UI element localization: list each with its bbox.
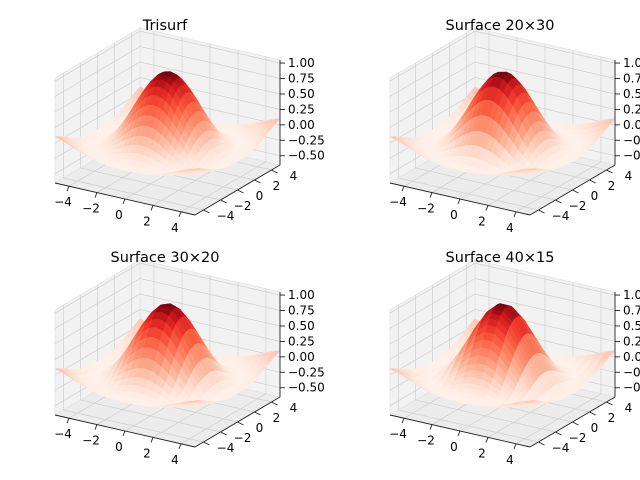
y-tick-label: 4 [290, 169, 298, 183]
x-tick-label: 4 [506, 221, 514, 235]
z-tick-label: 1.00 [288, 288, 315, 302]
surface-face [520, 400, 533, 403]
subplot-title: Surface 20×30 [446, 18, 555, 34]
surface [389, 303, 616, 408]
y-tick-label: 4 [625, 401, 633, 415]
z-tick-label: 0.25 [623, 102, 640, 116]
z-tick-label: 0.50 [623, 87, 640, 101]
subplot-3: −4 −2 0 2 4−4−20241.000.750.500.250.00−0.25−… [53, 250, 325, 467]
y-tick-label: 0 [591, 421, 599, 435]
z-tick-label: 0.75 [623, 72, 640, 86]
subplot-title: Trisurf [142, 18, 188, 34]
x-tick-label: 0 [115, 208, 123, 222]
x-tick-label: 2 [143, 446, 151, 460]
subplot-1: −4 −2 0 2 4−4−20241.000.750.500.250.00−0.25−… [53, 18, 325, 235]
x-tick-label: 0 [115, 440, 123, 454]
z-tick-label: 0.75 [623, 304, 640, 318]
z-tick-label: 0.50 [623, 319, 640, 333]
z-tick-label: 0.75 [288, 72, 315, 86]
z-tick-label: −0.25 [288, 133, 325, 147]
x-tick-label: −4 [389, 195, 407, 209]
subplot-title: Surface 40×15 [446, 250, 555, 266]
subplot-4: −4−2024−4−20241.000.750.500.250.00−0.25−… [388, 250, 640, 467]
surface [54, 303, 281, 408]
subplot-2: −4−2024−4−20241.000.750.500.250.00−0.25−… [388, 18, 640, 235]
x-tick-label: −4 [54, 427, 72, 441]
x-tick-label: 0 [450, 440, 458, 454]
z-tick-label: 1.00 [623, 288, 640, 302]
x-tick-label: −4 [54, 195, 72, 209]
surface [54, 71, 281, 176]
y-tick-label: 4 [625, 169, 633, 183]
subplot-title: Surface 30×20 [111, 250, 220, 266]
y-tick-label: −2 [234, 199, 252, 213]
z-tick-label: −0.25 [623, 365, 640, 379]
x-tick-label: 4 [171, 221, 179, 235]
x-tick-label: 2 [478, 446, 486, 460]
z-tick-label: 1.00 [623, 56, 640, 70]
z-tick-label: 0.00 [623, 118, 640, 132]
z-tick-label: −0.50 [288, 149, 325, 163]
y-tick-label: 2 [273, 179, 281, 193]
x-tick-label: 2 [143, 214, 151, 228]
y-tick-label: 2 [608, 411, 616, 425]
x-tick-label: 4 [506, 453, 514, 467]
surface-face [187, 400, 198, 402]
x-tick-label: −2 [417, 434, 435, 448]
surface-face [525, 168, 535, 170]
z-tick-label: 0.25 [288, 102, 315, 116]
z-tick-label: 0.25 [623, 334, 640, 348]
y-tick-label: −4 [552, 441, 570, 455]
surface-face [190, 168, 198, 170]
x-tick-label: 0 [450, 208, 458, 222]
x-tick-label: −2 [417, 202, 435, 216]
x-tick-label: 4 [171, 453, 179, 467]
y-tick-label: 0 [256, 189, 264, 203]
z-tick-label: 0.25 [288, 334, 315, 348]
z-tick-label: 0.50 [288, 87, 315, 101]
y-tick-label: −2 [569, 199, 587, 213]
z-tick-label: 0.00 [623, 350, 640, 364]
z-tick-label: 0.75 [288, 304, 315, 318]
y-tick-label: −2 [569, 431, 587, 445]
y-tick-label: 0 [256, 421, 264, 435]
x-tick-label: −2 [82, 434, 100, 448]
z-tick-label: 0.00 [288, 118, 315, 132]
y-tick-label: 2 [273, 411, 281, 425]
z-tick-label: −0.25 [288, 365, 325, 379]
y-tick-label: 4 [290, 401, 298, 415]
y-tick-label: −4 [217, 441, 235, 455]
y-tick-label: −4 [552, 209, 570, 223]
y-tick-label: −4 [217, 209, 235, 223]
surface-face [554, 396, 567, 399]
y-tick-label: 0 [591, 189, 599, 203]
surface [389, 71, 616, 176]
z-tick-label: 1.00 [288, 56, 315, 70]
x-tick-label: −4 [389, 427, 407, 441]
z-tick-label: 0.50 [288, 319, 315, 333]
z-tick-label: −0.25 [623, 133, 640, 147]
z-tick-label: −0.50 [623, 381, 640, 395]
y-tick-label: 2 [608, 179, 616, 193]
z-tick-label: −0.50 [288, 381, 325, 395]
y-tick-label: −2 [234, 431, 252, 445]
x-tick-label: −2 [82, 202, 100, 216]
z-tick-label: 0.00 [288, 350, 315, 364]
x-tick-label: 2 [478, 214, 486, 228]
z-tick-label: −0.50 [623, 149, 640, 163]
